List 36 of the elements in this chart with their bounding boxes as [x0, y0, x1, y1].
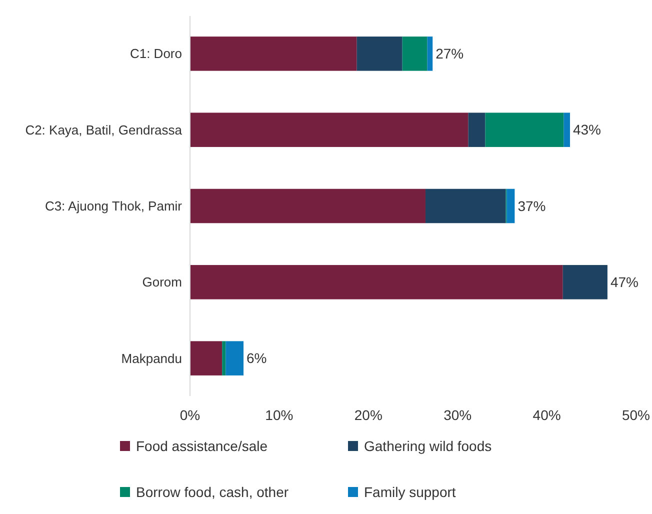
bar	[425, 188, 506, 224]
total-label: 27%	[436, 46, 464, 62]
legend-label: Family support	[364, 484, 456, 500]
x-tick-label: 50%	[622, 407, 650, 423]
bar	[190, 36, 357, 71]
bar	[562, 265, 608, 300]
legend-label: Borrow food, cash, other	[136, 484, 289, 500]
total-label: 6%	[246, 350, 267, 366]
bar	[190, 265, 563, 300]
y-tick-label: Gorom	[142, 274, 182, 290]
y-tick-label: C3: Ajuong Thok, Pamir	[44, 198, 183, 214]
bar	[402, 36, 428, 71]
bar	[356, 36, 402, 71]
bar	[427, 36, 433, 71]
bar	[190, 188, 426, 224]
legend-label: Food assistance/sale	[136, 438, 268, 454]
bar	[190, 341, 222, 376]
total-label: 37%	[518, 198, 546, 214]
bar	[222, 341, 226, 376]
x-tick-label: 20%	[354, 407, 382, 423]
total-label: 43%	[572, 122, 602, 138]
bar	[190, 112, 468, 147]
x-tick-label: 30%	[444, 407, 472, 423]
bar	[226, 341, 244, 376]
y-tick-label: Makpandu	[121, 350, 182, 366]
x-tick-label: 0%	[180, 407, 200, 423]
y-tick-label: C2: Kaya, Batil, Gendrassa	[25, 122, 183, 138]
x-tick-label: 40%	[532, 407, 561, 423]
legend-label: Gathering wild foods	[364, 438, 492, 454]
bar	[485, 112, 564, 147]
y-tick-label: C1: Doro	[130, 46, 182, 62]
bar	[506, 188, 515, 224]
x-tick-label: 10%	[265, 407, 294, 423]
total-label: 47%	[610, 274, 638, 290]
bar	[468, 112, 486, 147]
bar	[564, 112, 570, 147]
